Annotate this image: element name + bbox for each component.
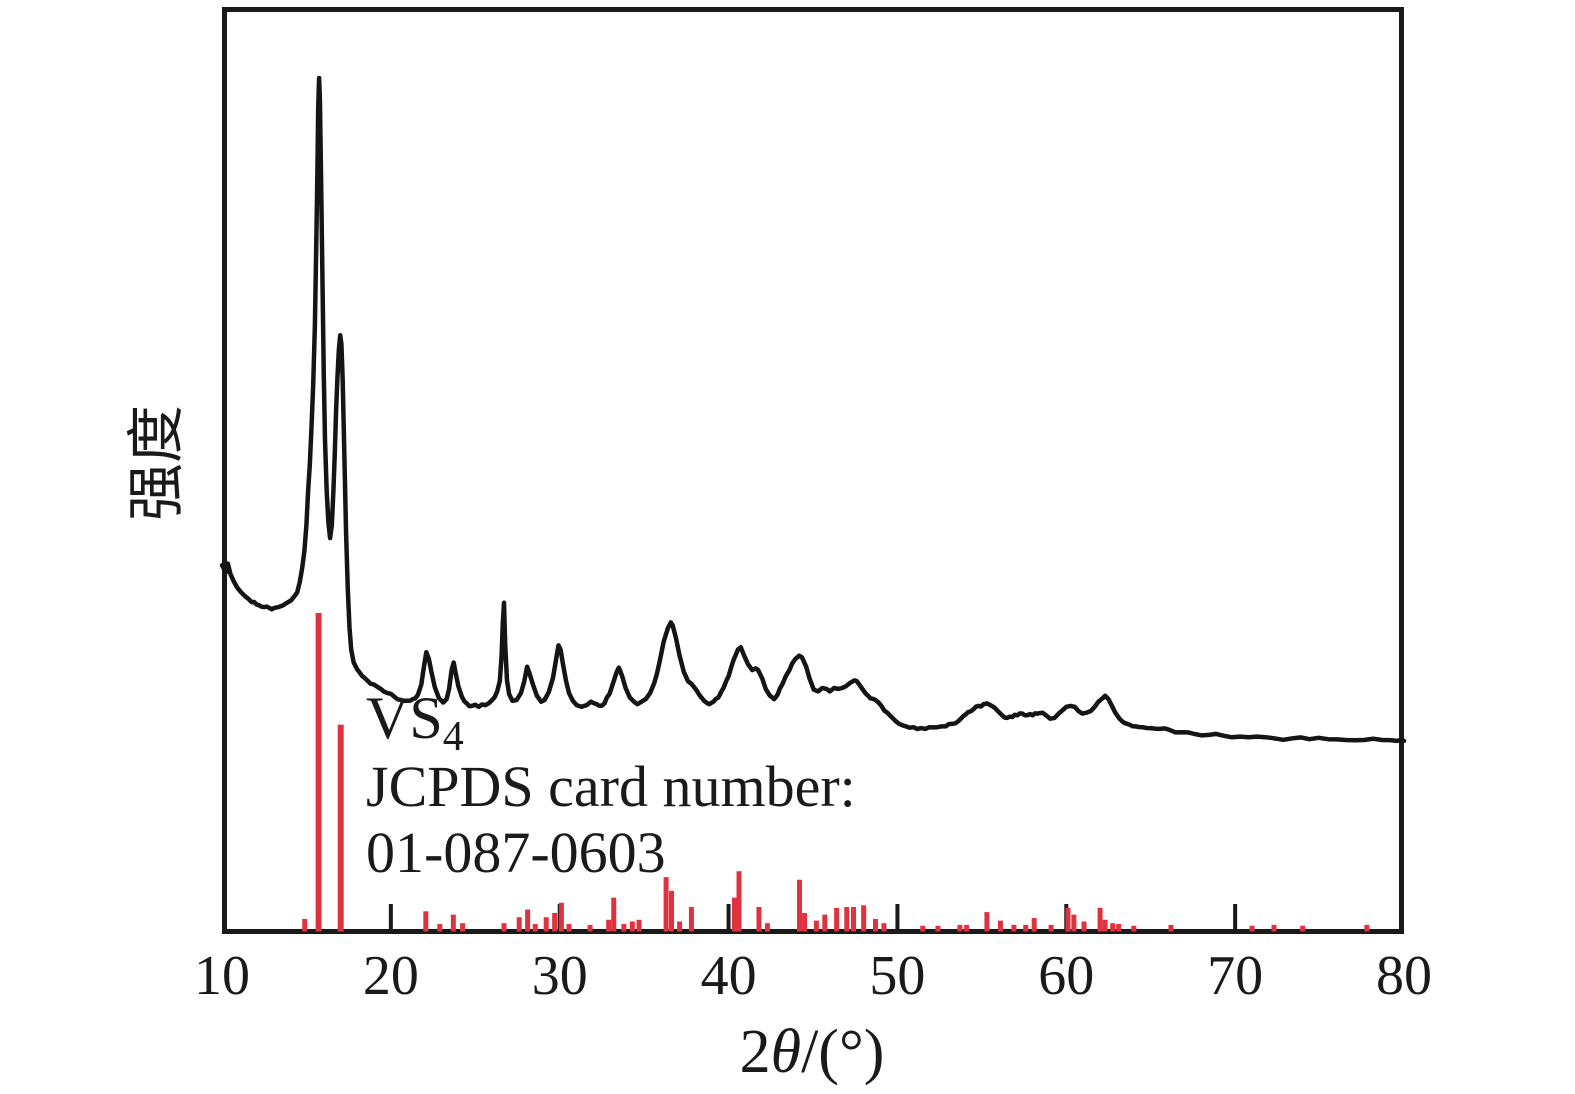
x-axis-label-theta: θ	[771, 1018, 801, 1086]
x-axis-tick-labels: 10 20 30 40 50 60 70 80	[194, 945, 1432, 1007]
xrd-curve-path	[219, 75, 1407, 744]
x-tick-label: 70	[1207, 945, 1263, 1007]
xrd-curve	[219, 75, 1407, 744]
reference-pattern-bars	[302, 613, 1370, 932]
x-tick-label: 10	[194, 945, 250, 1007]
y-axis-label: 强度	[124, 405, 189, 521]
x-axis-label-num: 2	[740, 1018, 771, 1086]
annotation-card-number: 01-087-0603	[366, 820, 666, 885]
annotation-formula: VS4	[366, 685, 464, 760]
annotation-formula-subscript: 4	[443, 714, 464, 760]
x-axis-label-unit: /(°)	[801, 1018, 884, 1086]
annotation-formula-base: VS	[366, 685, 443, 751]
x-axis-label: 2θ/(°)	[740, 1018, 885, 1086]
x-tick-label: 20	[363, 945, 419, 1007]
annotation-jcpds-line: JCPDS card number:	[366, 754, 856, 819]
x-tick-label: 50	[869, 945, 925, 1007]
x-tick-label: 30	[532, 945, 588, 1007]
x-tick-label: 40	[701, 945, 757, 1007]
x-tick-label: 60	[1038, 945, 1094, 1007]
plot-frame	[222, 7, 1404, 934]
x-tick-label: 80	[1376, 945, 1432, 1007]
